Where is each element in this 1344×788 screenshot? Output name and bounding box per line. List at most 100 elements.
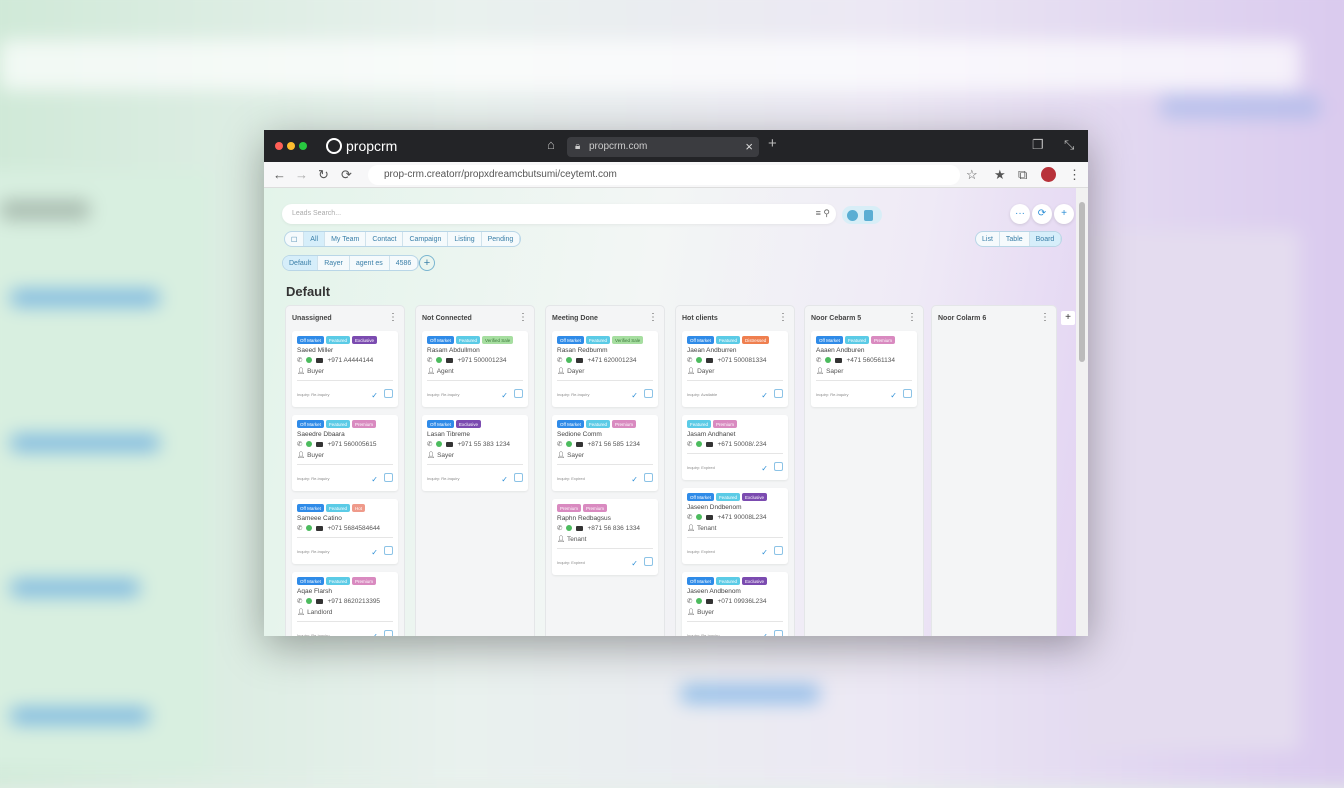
lead-card[interactable]: Off Market Featured Distressed Jaean Andbur…: [682, 331, 788, 407]
pipeline-tab[interactable]: Rayer: [318, 256, 350, 270]
lead-name[interactable]: Raphn Redbagsus: [557, 515, 611, 522]
view-board[interactable]: Board: [1029, 232, 1062, 246]
lead-name[interactable]: Saeedre Dbaara: [297, 431, 345, 438]
view-table[interactable]: Table: [1000, 232, 1030, 246]
lead-name[interactable]: Lasan Tibreme: [427, 431, 470, 438]
lead-card[interactable]: Premium Premium Raphn Redbagsus ✆ +871 56 83…: [552, 499, 658, 575]
schedule-check-icon[interactable]: ✓: [761, 632, 768, 636]
lead-name[interactable]: Jasam Andhanet: [687, 431, 736, 438]
schedule-check-icon[interactable]: ✓: [501, 391, 508, 400]
add-column-button[interactable]: +: [1061, 311, 1075, 325]
add-lead-button[interactable]: +: [1054, 204, 1074, 224]
add-pipeline-button[interactable]: +: [419, 255, 435, 271]
email-icon[interactable]: [576, 357, 584, 363]
phone-icon[interactable]: ✆: [297, 357, 303, 364]
team-icon[interactable]: [864, 209, 873, 221]
phone-icon[interactable]: ✆: [427, 441, 433, 448]
whatsapp-icon[interactable]: [696, 514, 703, 520]
whatsapp-icon[interactable]: [696, 357, 703, 363]
lead-details-icon[interactable]: [774, 630, 783, 636]
extensions-icon[interactable]: ⧉: [1018, 167, 1028, 182]
whatsapp-icon[interactable]: [566, 525, 573, 531]
lead-details-icon[interactable]: [514, 473, 523, 483]
lead-card[interactable]: Off Market Featured Premium Aaaen Andburen ✆…: [811, 331, 917, 407]
lead-name[interactable]: Sedione Comm: [557, 431, 602, 438]
browser-tab[interactable]: 🔒︎ propcrm.com ×: [567, 137, 759, 157]
lead-details-icon[interactable]: [774, 389, 783, 399]
filter-tab-listing[interactable]: Listing: [448, 232, 482, 246]
home-icon[interactable]: ⌂: [547, 137, 555, 152]
whatsapp-icon[interactable]: [306, 598, 313, 604]
reload-icon[interactable]: ↻: [318, 167, 329, 182]
email-icon[interactable]: [316, 525, 324, 531]
column-menu-icon[interactable]: ⋮: [388, 312, 398, 323]
email-icon[interactable]: [316, 441, 324, 447]
lead-details-icon[interactable]: [644, 557, 653, 567]
lead-details-icon[interactable]: [644, 389, 653, 399]
phone-icon[interactable]: ✆: [687, 441, 693, 448]
whatsapp-icon[interactable]: [306, 357, 313, 363]
column-menu-icon[interactable]: ⋮: [778, 312, 788, 323]
email-icon[interactable]: [576, 525, 584, 531]
refresh-icon[interactable]: ⟳: [341, 167, 352, 182]
phone-icon[interactable]: ✆: [297, 441, 303, 448]
pipeline-tab[interactable]: Default: [283, 256, 319, 270]
lead-name[interactable]: Sameee Catino: [297, 515, 342, 522]
lead-name[interactable]: Saeed Miller: [297, 347, 334, 354]
whatsapp-icon[interactable]: [566, 357, 573, 363]
back-icon[interactable]: ←: [273, 167, 286, 182]
whatsapp-icon[interactable]: [825, 357, 832, 363]
lead-details-icon[interactable]: [384, 630, 393, 636]
email-icon[interactable]: [576, 441, 584, 447]
lead-card[interactable]: Off Market Featured Premium Sedione Comm ✆ +8…: [552, 415, 658, 491]
schedule-check-icon[interactable]: ✓: [371, 632, 378, 636]
email-icon[interactable]: [706, 441, 714, 447]
schedule-check-icon[interactable]: ✓: [501, 475, 508, 484]
close-tab-icon[interactable]: ×: [745, 139, 753, 154]
filter-tab-contact[interactable]: Contact: [366, 232, 404, 246]
phone-icon[interactable]: ✆: [687, 357, 693, 364]
lead-details-icon[interactable]: [514, 389, 523, 399]
lead-details-icon[interactable]: [384, 546, 393, 556]
window-restore-icon[interactable]: ❐: [1032, 137, 1044, 152]
whatsapp-icon[interactable]: [436, 441, 443, 447]
lead-card[interactable]: Off Market Featured Verified Sale Rasan Red…: [552, 331, 658, 407]
lead-card[interactable]: Off Market Exclusive Lasan Tibreme ✆ +971 55…: [422, 415, 528, 491]
phone-icon[interactable]: ✆: [557, 525, 563, 532]
schedule-check-icon[interactable]: ✓: [371, 548, 378, 557]
schedule-check-icon[interactable]: ✓: [631, 559, 638, 568]
whatsapp-icon[interactable]: [566, 441, 573, 447]
sync-button[interactable]: ⟳: [1032, 204, 1052, 224]
lead-details-icon[interactable]: [384, 473, 393, 483]
phone-icon[interactable]: ✆: [557, 441, 563, 448]
schedule-check-icon[interactable]: ✓: [631, 475, 638, 484]
column-menu-icon[interactable]: ⋮: [1040, 312, 1050, 323]
schedule-check-icon[interactable]: ✓: [761, 548, 768, 557]
select-all-checkbox[interactable]: ☐: [285, 232, 305, 246]
lead-name[interactable]: Jaseen Dndbenom: [687, 504, 742, 511]
pipeline-tab[interactable]: agent es: [350, 256, 390, 270]
lead-card[interactable]: Off Market Featured Hot Sameee Catino ✆ +071 …: [292, 499, 398, 564]
filter-tab-campaign[interactable]: Campaign: [403, 232, 449, 246]
lead-details-icon[interactable]: [384, 389, 393, 399]
search-icon[interactable]: ≡ ⚲: [815, 208, 830, 218]
profile-avatar[interactable]: [1041, 167, 1056, 182]
scrollbar-thumb[interactable]: [1079, 202, 1085, 362]
maximize-window-button[interactable]: [299, 142, 307, 150]
schedule-check-icon[interactable]: ✓: [761, 464, 768, 473]
filter-tab-my-team[interactable]: My Team: [325, 232, 367, 246]
close-window-button[interactable]: [275, 142, 283, 150]
email-icon[interactable]: [706, 598, 714, 604]
column-menu-icon[interactable]: ⋮: [518, 312, 528, 323]
schedule-check-icon[interactable]: ✓: [890, 391, 897, 400]
email-icon[interactable]: [706, 357, 714, 363]
phone-icon[interactable]: ✆: [297, 598, 303, 605]
email-icon[interactable]: [446, 441, 454, 447]
lead-name[interactable]: Jaseen Andbenom: [687, 588, 741, 595]
whatsapp-icon[interactable]: [696, 441, 703, 447]
lead-card[interactable]: Off Market Featured Exclusive Saeed Miller ✆…: [292, 331, 398, 407]
lead-name[interactable]: Aaaen Andburen: [816, 347, 865, 354]
new-tab-icon[interactable]: +: [768, 135, 777, 152]
bookmark-star-icon[interactable]: ☆: [966, 167, 978, 182]
url-field[interactable]: prop-crm.creatorr/propxdreamcbutsumi/cey…: [368, 165, 960, 185]
